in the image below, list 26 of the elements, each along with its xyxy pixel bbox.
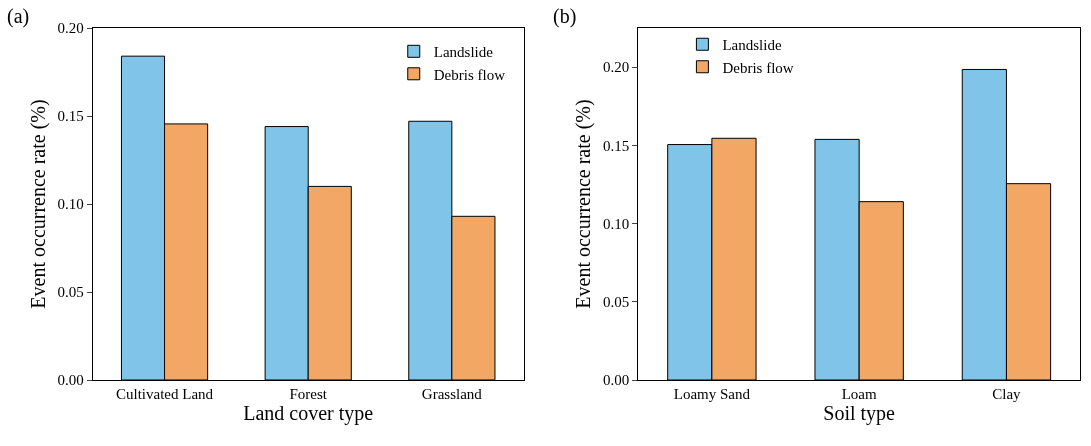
x-tick-label: Cultivated Land xyxy=(116,386,214,403)
y-tick-label: 0.00 xyxy=(602,372,630,389)
y-tick-label: 0.05 xyxy=(57,284,84,301)
x-tick-label: Loam xyxy=(841,386,877,403)
x-axis-title: Soil type xyxy=(823,402,896,426)
chart-title: (b) xyxy=(553,5,577,28)
y-tick-label: 0.20 xyxy=(57,20,84,37)
y-tick-label: 0.00 xyxy=(57,372,84,389)
y-tick-label: 0.05 xyxy=(602,294,630,311)
y-tick-label: 0.10 xyxy=(57,196,84,213)
x-tick-label: Loamy Sand xyxy=(673,386,751,403)
y-axis-title: Event occurrence rate (%) xyxy=(572,99,596,309)
x-axis-title: Land cover type xyxy=(243,402,374,426)
legend-label: Debris flow xyxy=(722,59,794,76)
y-tick-label: 0.20 xyxy=(602,59,630,76)
y-tick-label: 0.10 xyxy=(602,215,630,232)
legend-label: Debris flow xyxy=(433,66,506,83)
legend-label: Landslide xyxy=(433,44,494,61)
x-tick-label: Forest xyxy=(289,386,328,403)
legend-label: Landslide xyxy=(722,37,782,54)
chart-title: (a) xyxy=(7,5,30,28)
y-tick-label: 0.15 xyxy=(602,137,630,154)
x-tick-label: Clay xyxy=(992,386,1022,403)
y-axis-title: Event occurrence rate (%) xyxy=(26,99,50,309)
x-tick-label: Grassland xyxy=(421,386,483,403)
y-tick-label: 0.15 xyxy=(57,108,84,125)
